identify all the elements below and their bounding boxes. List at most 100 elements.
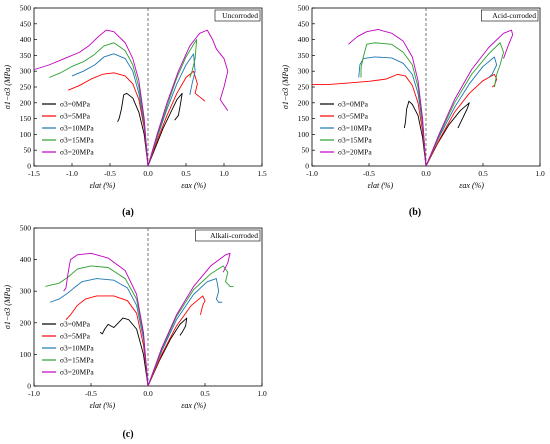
y-tick-label: 500 — [298, 4, 310, 13]
annotation-box — [214, 9, 261, 22]
condition-annotation: Alkali-corroded — [210, 231, 258, 240]
y-tick-label: 500 — [20, 224, 32, 233]
series-0-lat-curve — [403, 100, 427, 167]
series-2-lat-curve — [71, 53, 149, 167]
x-axis-label-lateral: εlat (%) — [368, 181, 394, 190]
y-tick-label: 300 — [20, 287, 32, 296]
x-tick-label: 0.0 — [143, 389, 153, 398]
legend-label: σ3=15MPa — [338, 136, 372, 145]
x-tick-label: 0.0 — [143, 169, 153, 178]
legend-label: σ3=0MPa — [338, 100, 369, 109]
y-tick-label: 100 — [20, 350, 32, 359]
y-tick-label: 150 — [20, 114, 32, 123]
legend-label: σ3=20MPa — [338, 148, 372, 157]
x-tick-label: -1.0 — [306, 169, 318, 178]
legend-label: σ3=0MPa — [60, 100, 91, 109]
x-tick-label: 0.0 — [421, 169, 431, 178]
y-tick-label: 150 — [298, 114, 310, 123]
x-tick-label: 0.5 — [478, 169, 488, 178]
y-tick-label: 450 — [20, 19, 32, 28]
x-tick-label: -0.5 — [85, 389, 97, 398]
legend-label: σ3=10MPa — [60, 344, 94, 353]
panel-label: (a) — [122, 207, 134, 218]
y-tick-label: 350 — [20, 51, 32, 60]
y-tick-label: 50 — [302, 146, 310, 155]
y-tick-label: 250 — [298, 83, 310, 92]
x-tick-label: 1.0 — [219, 169, 229, 178]
series-2-ax-curve — [425, 56, 498, 167]
panel-label: (b) — [409, 207, 421, 218]
y-tick-label: 0 — [27, 382, 31, 391]
x-axis-label-axial: εax (%) — [181, 181, 206, 190]
x-tick-label: 0.5 — [200, 389, 210, 398]
series-1-lat-curve — [65, 295, 149, 387]
legend-label: σ3=0MPa — [60, 320, 91, 329]
legend-label: σ3=10MPa — [60, 124, 94, 133]
chart-panel-2: -1.0 -0.5 0.0 0.5 1.0 0 50 100 150 200 250 300 350 40… — [281, 4, 545, 219]
series-2-ax-curve — [147, 278, 223, 387]
x-axis-label-axial: εax (%) — [181, 401, 206, 410]
x-axis-label-lateral: εlat (%) — [90, 401, 116, 410]
series-4-ax-curve — [147, 252, 231, 387]
series-1-lat-curve — [312, 73, 427, 167]
series-3-lat-curve — [45, 265, 149, 387]
x-tick-label: -1.0 — [66, 169, 78, 178]
series-4-lat-curve — [33, 29, 149, 167]
x-tick-label: 0.5 — [181, 169, 191, 178]
series-3-ax-curve — [425, 42, 504, 167]
series-1-ax-curve — [147, 295, 206, 387]
y-tick-label: 300 — [20, 67, 32, 76]
legend-label: σ3=15MPa — [60, 136, 94, 145]
y-tick-label: 300 — [298, 67, 310, 76]
series-4-ax-curve — [425, 29, 514, 167]
legend-label: σ3=10MPa — [338, 124, 372, 133]
y-axis-label: σ1−σ3 (MPa) — [3, 65, 12, 110]
series-0-ax-curve — [147, 317, 188, 387]
series-0-ax-curve — [147, 92, 183, 167]
series-0-lat-curve — [99, 317, 149, 387]
series-3-ax-curve — [147, 39, 198, 167]
x-tick-label: 1.5 — [257, 169, 267, 178]
x-tick-label: 1.0 — [257, 389, 267, 398]
x-axis-label-lateral: εlat (%) — [90, 181, 116, 190]
series-1-lat-curve — [68, 72, 149, 167]
x-tick-label: -1.0 — [28, 389, 40, 398]
y-axis-label: σ1−σ3 (MPa) — [3, 285, 12, 330]
panel-label: (c) — [122, 429, 133, 440]
y-tick-label: 100 — [298, 130, 310, 139]
y-tick-label: 250 — [20, 83, 32, 92]
y-tick-label: 0 — [27, 162, 31, 171]
series-3-ax-curve — [147, 265, 234, 387]
x-axis-label-axial: εax (%) — [459, 181, 484, 190]
series-3-lat-curve — [360, 42, 427, 167]
y-tick-label: 500 — [20, 4, 32, 13]
x-tick-label: -1.5 — [28, 169, 40, 178]
x-tick-label: 1.0 — [535, 169, 545, 178]
chart-panel-1: -1.5 -1.0 -0.5 0.0 0.5 1.0 1.5 0 50 100 150 200 250 3… — [3, 4, 267, 219]
condition-annotation: Uncorroded — [222, 11, 258, 20]
legend-label: σ3=5MPa — [60, 332, 91, 341]
y-tick-label: 350 — [298, 51, 310, 60]
y-tick-label: 450 — [298, 19, 310, 28]
series-3-lat-curve — [49, 42, 149, 167]
annotation-box — [195, 229, 261, 242]
series-2-lat-curve — [49, 278, 149, 387]
series-2-ax-curve — [147, 53, 196, 167]
legend-label: σ3=5MPa — [338, 112, 369, 121]
annotation-box — [480, 9, 539, 22]
y-tick-label: 0 — [305, 162, 309, 171]
legend-label: σ3=20MPa — [60, 148, 94, 157]
series-4-lat-curve — [348, 29, 427, 167]
series-2-lat-curve — [358, 56, 427, 167]
legend-label: σ3=20MPa — [60, 368, 94, 377]
chart-panel-3: -1.0 -0.5 0.0 0.5 1.0 0 100 200 300 400 500 σ1−σ3 (… — [3, 224, 267, 441]
x-tick-label: -0.5 — [363, 169, 375, 178]
series-1-ax-curve — [147, 70, 206, 167]
y-tick-label: 200 — [20, 98, 32, 107]
y-tick-label: 400 — [298, 35, 310, 44]
y-tick-label: 200 — [298, 98, 310, 107]
y-tick-label: 400 — [20, 255, 32, 264]
legend-label: σ3=15MPa — [60, 356, 94, 365]
legend-label: σ3=5MPa — [60, 112, 91, 121]
